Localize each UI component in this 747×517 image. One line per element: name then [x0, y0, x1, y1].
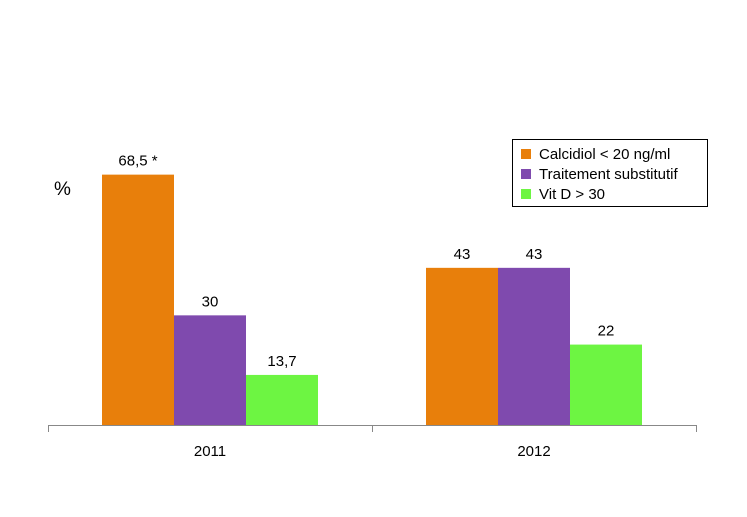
- bar-2011-series-0: [102, 174, 174, 425]
- legend-item-calcidiol: Calcidiol < 20 ng/ml: [521, 144, 707, 164]
- x-tick-label-2012: 2012: [517, 443, 550, 460]
- value-label-2012-series-2: 22: [598, 323, 615, 340]
- bars-group: [102, 174, 642, 425]
- bar-2012-series-0: [426, 267, 498, 425]
- legend-label-vitd: Vit D > 30: [539, 185, 606, 203]
- value-label-2011-series-1: 30: [202, 293, 219, 310]
- legend-swatch-calcidiol: [521, 149, 531, 159]
- legend-label-traitement: Traitement substitutif: [539, 165, 678, 183]
- value-label-2011-series-0: 68,5 *: [118, 153, 157, 170]
- value-labels-group: 68,5 * 30 13,7 43 43 22: [118, 153, 614, 370]
- value-label-2012-series-1: 43: [526, 246, 543, 263]
- legend-swatch-traitement: [521, 169, 531, 179]
- x-axis: [48, 425, 697, 432]
- legend-label-calcidiol: Calcidiol < 20 ng/ml: [539, 145, 671, 163]
- x-tick-label-2011: 2011: [194, 443, 226, 460]
- bar-2011-series-2: [246, 374, 318, 425]
- bar-2012-series-1: [498, 267, 570, 425]
- legend-item-vitd: Vit D > 30: [521, 184, 707, 204]
- legend-swatch-vitd: [521, 189, 531, 199]
- bar-2012-series-2: [570, 344, 642, 425]
- value-label-2012-series-0: 43: [454, 246, 471, 263]
- x-tick-labels: 2011 2012: [194, 443, 551, 460]
- legend-item-traitement: Traitement substitutif: [521, 164, 707, 184]
- bar-2011-series-1: [174, 315, 246, 425]
- y-axis-label: %: [54, 179, 71, 200]
- value-label-2011-series-2: 13,7: [267, 353, 296, 370]
- legend: Calcidiol < 20 ng/ml Traitement substitu…: [512, 139, 708, 207]
